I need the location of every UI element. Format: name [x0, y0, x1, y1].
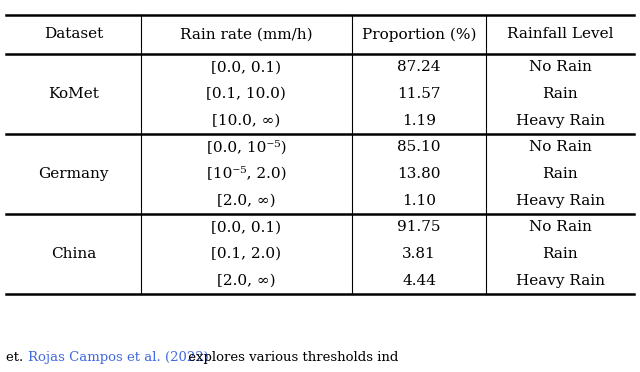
- Text: KoMet: KoMet: [48, 87, 99, 101]
- Text: Proportion (%): Proportion (%): [362, 27, 476, 42]
- Text: 87.24: 87.24: [397, 60, 441, 74]
- Text: 3.81: 3.81: [403, 247, 436, 261]
- Text: [2.0, ∞): [2.0, ∞): [217, 193, 276, 208]
- Text: [10.0, ∞): [10.0, ∞): [212, 113, 280, 128]
- Text: Rain: Rain: [542, 87, 578, 101]
- Text: Heavy Rain: Heavy Rain: [515, 193, 605, 208]
- Text: Germany: Germany: [38, 167, 109, 181]
- Text: [0.1, 2.0): [0.1, 2.0): [211, 247, 282, 261]
- Text: 91.75: 91.75: [397, 220, 441, 234]
- Text: Rainfall Level: Rainfall Level: [507, 28, 613, 41]
- Text: Rojas Campos et al. (2022): Rojas Campos et al. (2022): [28, 351, 208, 363]
- Text: explores various thresholds ind: explores various thresholds ind: [184, 351, 399, 363]
- Text: No Rain: No Rain: [529, 60, 591, 74]
- Text: [0.0, 10⁻⁵): [0.0, 10⁻⁵): [207, 140, 286, 154]
- Text: 1.19: 1.19: [402, 113, 436, 128]
- Text: et.: et.: [6, 351, 28, 363]
- Text: [0.0, 0.1): [0.0, 0.1): [211, 60, 282, 74]
- Text: No Rain: No Rain: [529, 140, 591, 154]
- Text: 85.10: 85.10: [397, 140, 441, 154]
- Text: Rain rate (mm/h): Rain rate (mm/h): [180, 28, 313, 41]
- Text: Rain: Rain: [542, 247, 578, 261]
- Text: 4.44: 4.44: [402, 273, 436, 288]
- Text: [0.0, 0.1): [0.0, 0.1): [211, 220, 282, 234]
- Text: 13.80: 13.80: [397, 167, 441, 181]
- Text: 1.10: 1.10: [402, 193, 436, 208]
- Text: [10⁻⁵, 2.0): [10⁻⁵, 2.0): [207, 167, 286, 181]
- Text: [2.0, ∞): [2.0, ∞): [217, 273, 276, 288]
- Text: China: China: [51, 247, 96, 261]
- Text: Rain: Rain: [542, 167, 578, 181]
- Text: No Rain: No Rain: [529, 220, 591, 234]
- Text: [0.1, 10.0): [0.1, 10.0): [207, 87, 286, 101]
- Text: 11.57: 11.57: [397, 87, 441, 101]
- Text: Heavy Rain: Heavy Rain: [515, 273, 605, 288]
- Text: Dataset: Dataset: [44, 28, 103, 41]
- Text: Heavy Rain: Heavy Rain: [515, 113, 605, 128]
